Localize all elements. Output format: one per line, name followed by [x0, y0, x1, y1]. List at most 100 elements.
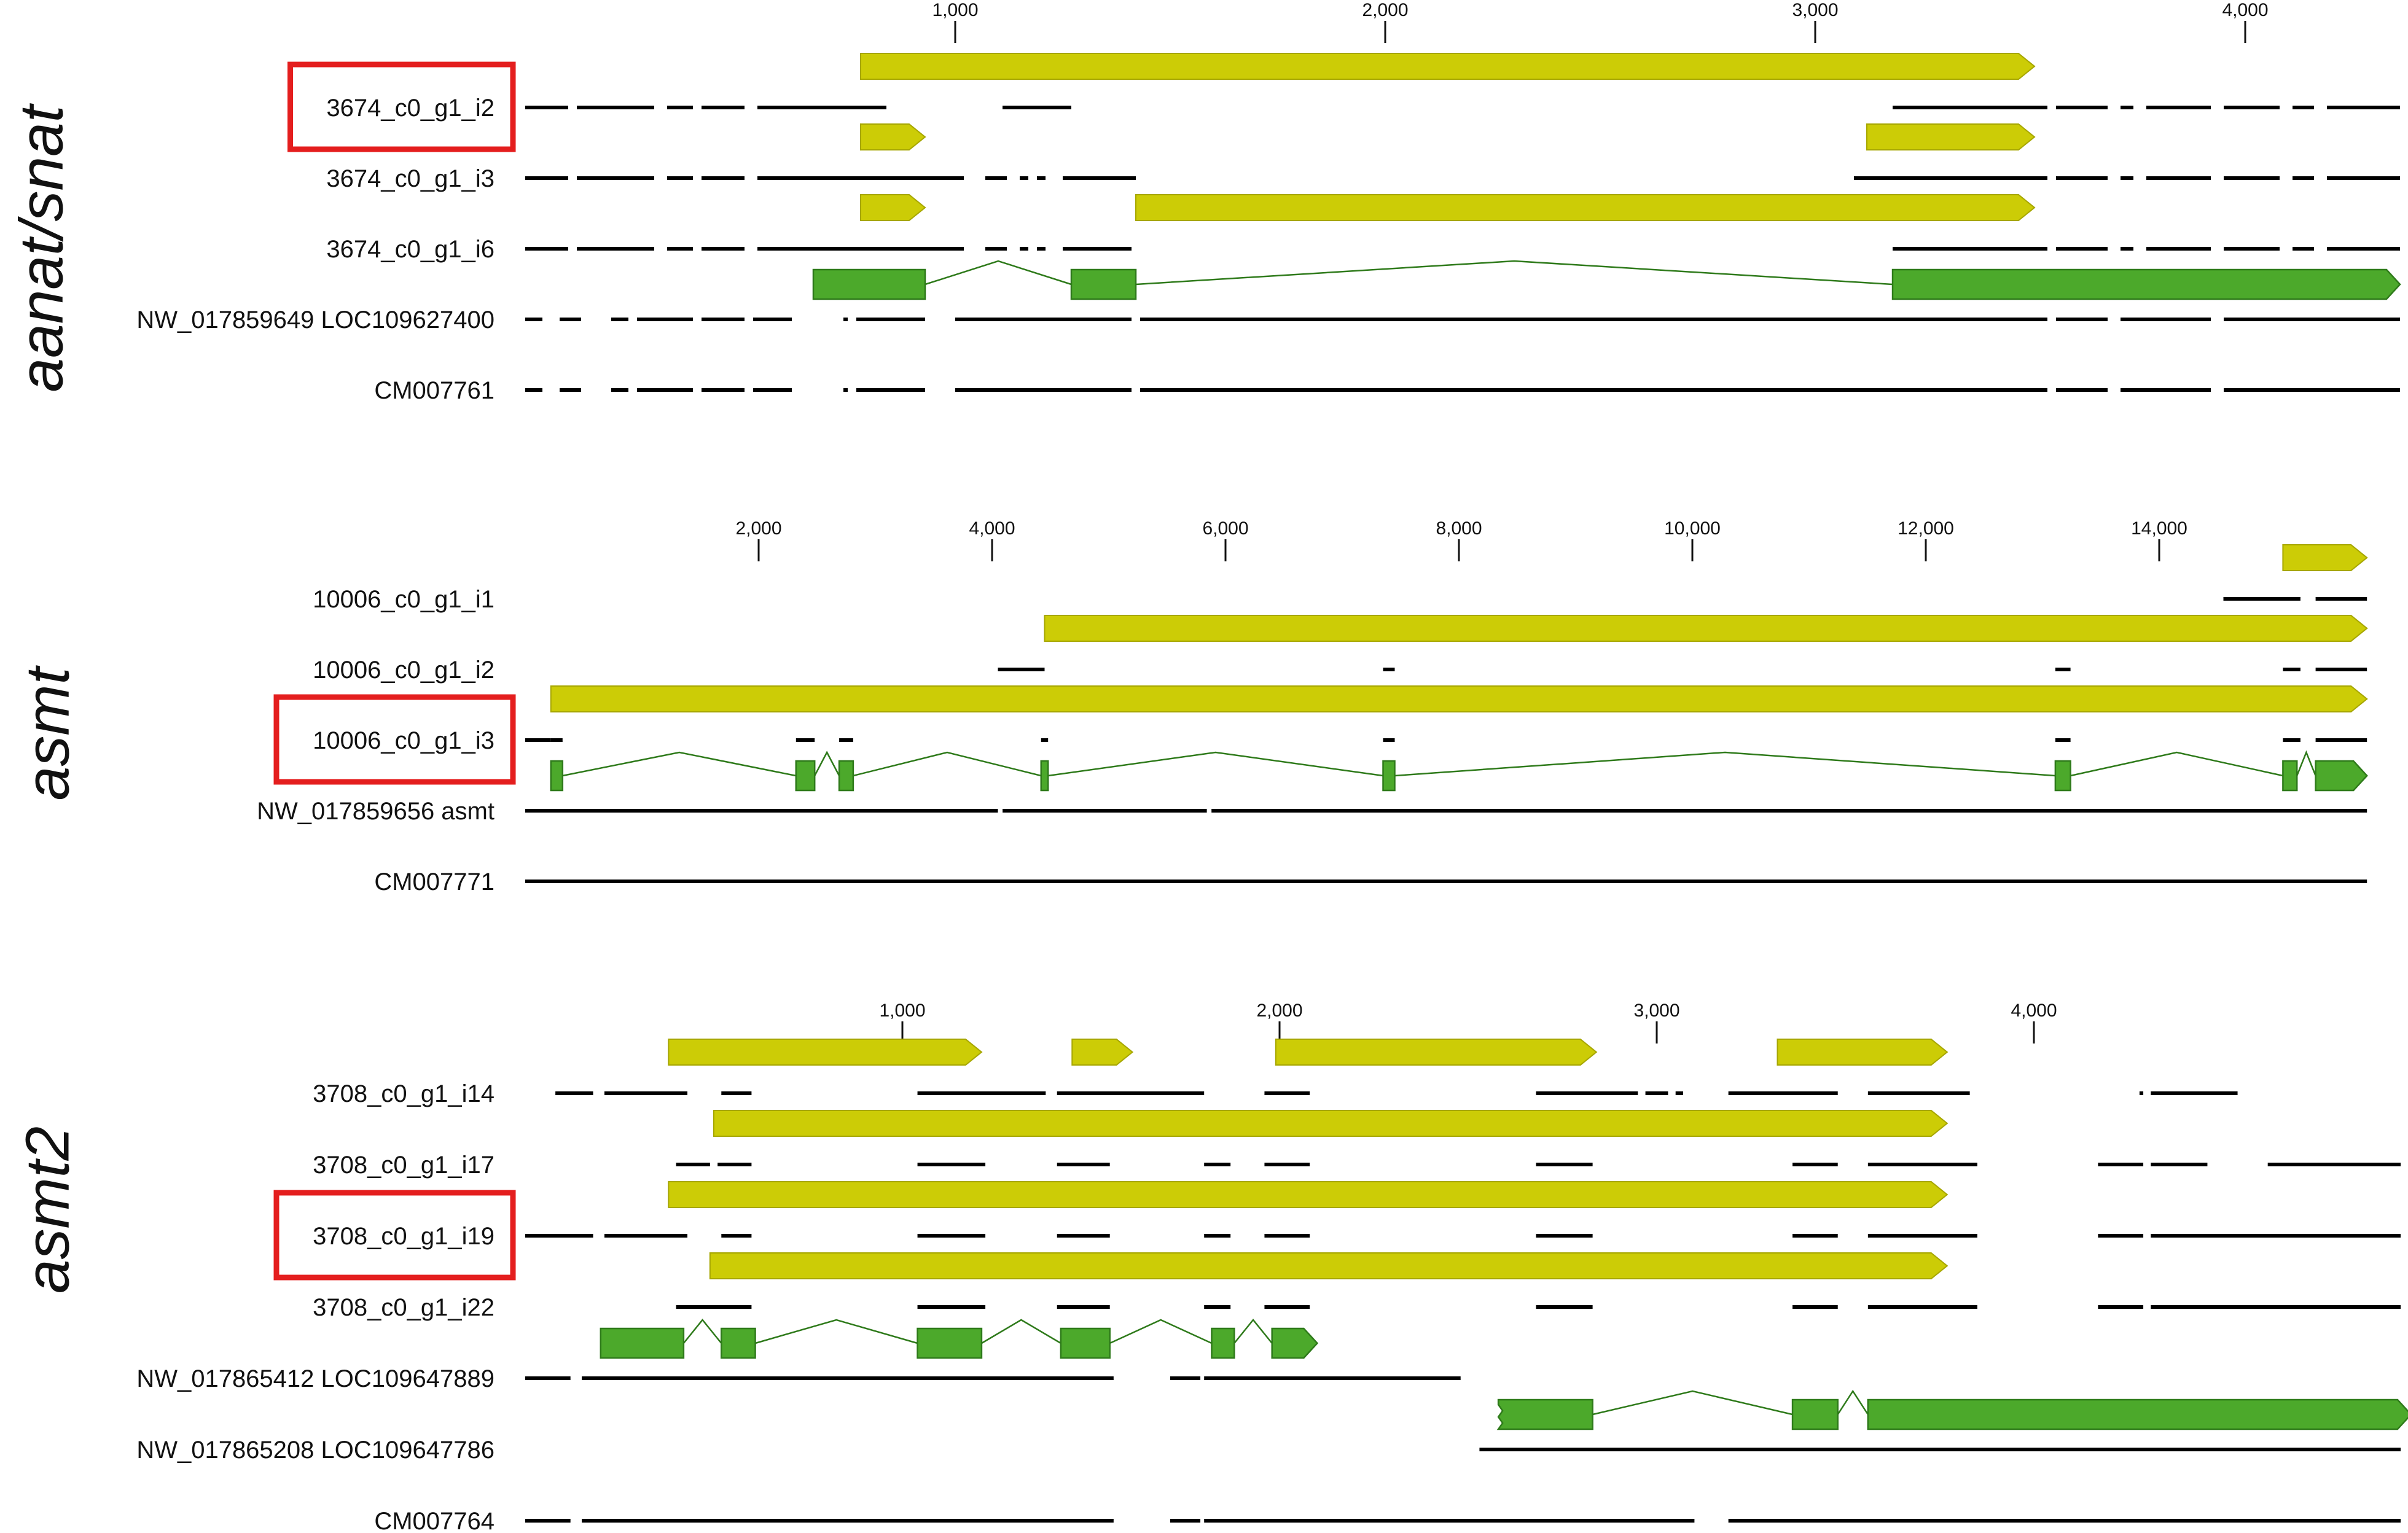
track-CM007761: CM007761 [374, 377, 2400, 404]
exon-block [1211, 1327, 1235, 1359]
track-label: 3708_c0_g1_i14 [313, 1080, 495, 1107]
track-3674_c0_g1_i3: 3674_c0_g1_i3 [326, 123, 2400, 192]
track-label: 3674_c0_g1_i3 [326, 165, 495, 192]
intron-connector [682, 1319, 722, 1344]
exon-block [1791, 1398, 1839, 1430]
exon-block [1060, 1327, 1111, 1359]
scale-tick-label: 4,000 [969, 518, 1015, 539]
track-label: 3708_c0_g1_i19 [313, 1223, 495, 1250]
cds-annotation [2282, 544, 2368, 571]
panel-title: asmt2 [13, 1126, 82, 1293]
scale-ruler: 2,000 4,000 6,000 8,000 10,000 12,000 14,000 [735, 518, 2187, 561]
panel-title: asmt [13, 665, 82, 800]
scale-tick-label: 8,000 [1436, 518, 1482, 539]
cds-annotation [668, 1039, 983, 1066]
exon-block [550, 760, 564, 792]
intron-connector [2296, 750, 2316, 776]
scale-ruler: 1,000 2,000 3,000 4,000 [932, 0, 2269, 43]
track-label: CM007771 [374, 868, 495, 895]
cds-annotation [860, 123, 926, 150]
cds-annotation [1275, 1039, 1598, 1066]
track-label: NW_017865412 LOC109647889 [136, 1365, 495, 1392]
scale-tick-label: 6,000 [1202, 518, 1248, 539]
scale-tick-label: 2,000 [1256, 1001, 1302, 1021]
exon-block [1891, 268, 2401, 300]
scale-tick-label: 14,000 [2131, 518, 2187, 539]
intron-connector [1394, 751, 2055, 777]
track-10006_c0_g1_i3: 10006_c0_g1_i3 [273, 685, 2368, 785]
exon-block [917, 1327, 983, 1359]
exon-block [2054, 760, 2071, 792]
track-label: 3708_c0_g1_i17 [313, 1152, 495, 1179]
exon-block [721, 1327, 756, 1359]
scale-tick-label: 12,000 [1898, 518, 1954, 539]
track-3708_c0_g1_i14: 3708_c0_g1_i14 [313, 1039, 2238, 1107]
exon-block [1496, 1398, 1593, 1430]
track-NW_017865208-LOC109647786: NW_017865208 LOC109647786 [136, 1389, 2408, 1464]
intron-connector [814, 751, 840, 776]
track-CM007771: CM007771 [374, 868, 2367, 895]
cds-annotation [709, 1252, 1949, 1279]
exon-block [795, 760, 816, 792]
track-NW_017859656-asmt: NW_017859656 asmt [257, 750, 2368, 825]
intron-connector [562, 751, 797, 777]
exon-block [2282, 760, 2298, 792]
track-3708_c0_g1_i19: 3708_c0_g1_i19 [273, 1181, 2401, 1281]
track-3674_c0_g1_i6: 3674_c0_g1_i6 [326, 194, 2400, 263]
track-label: NW_017859649 LOC109627400 [136, 306, 495, 334]
exon-block [1382, 760, 1396, 792]
highlight-box [273, 1190, 516, 1281]
track-label: CM007764 [374, 1508, 495, 1533]
cds-annotation [860, 194, 926, 221]
cds-annotation [1777, 1039, 1949, 1066]
scale-tick-label: 2,000 [1362, 0, 1408, 20]
intron-connector [2070, 751, 2283, 777]
panel-asmt2: asmt2 1,000 2,000 3,000 4,000 3708_c0_g1_i14 3… [13, 1001, 2408, 1533]
track-label: 3674_c0_g1_i6 [326, 236, 495, 263]
scale-tick-label: 4,000 [2222, 0, 2268, 20]
cds-annotation [713, 1110, 1949, 1137]
scale-tick-label: 1,000 [932, 0, 978, 20]
scale-tick-label: 4,000 [2011, 1001, 2057, 1021]
cds-annotation [1866, 123, 2036, 150]
intron-connector [1233, 1319, 1273, 1344]
exon-block [812, 268, 926, 300]
cds-annotation [1044, 615, 2368, 642]
intron-connector [1135, 260, 1893, 286]
track-3708_c0_g1_i17: 3708_c0_g1_i17 [313, 1110, 2401, 1179]
track-label: 3674_c0_g1_i2 [326, 95, 495, 122]
track-label: 10006_c0_g1_i2 [313, 657, 495, 684]
scale-tick-label: 10,000 [1664, 518, 1721, 539]
scale-tick-label: 3,000 [1633, 1001, 1679, 1021]
intron-connector [755, 1319, 918, 1344]
panel-aanat-snat: aanat/snat 1,000 2,000 3,000 4,000 3674_c0_g1… [7, 0, 2401, 404]
intron-connector [981, 1319, 1061, 1344]
scale-ruler: 1,000 2,000 3,000 4,000 [879, 1001, 2057, 1043]
track-CM007764: CM007764 [374, 1508, 2401, 1533]
exon-block [1070, 268, 1137, 300]
exon-block [1040, 760, 1049, 792]
intron-connector [853, 751, 1042, 777]
panel-asmt: asmt 2,000 4,000 6,000 8,000 10,000 12,000 14,0… [13, 518, 2368, 895]
intron-connector [1837, 1389, 1869, 1415]
intron-connector [1592, 1390, 1793, 1416]
highlight-box [287, 61, 516, 152]
track-3674_c0_g1_i2: 3674_c0_g1_i2 [287, 53, 2400, 152]
cds-annotation [1135, 194, 2036, 221]
cds-annotation [550, 685, 2368, 712]
scale-tick-label: 2,000 [735, 518, 781, 539]
track-label: NW_017865208 LOC109647786 [136, 1437, 495, 1464]
cds-annotation [668, 1181, 1949, 1208]
track-label: 10006_c0_g1_i3 [313, 727, 495, 754]
track-10006_c0_g1_i2: 10006_c0_g1_i2 [313, 615, 2368, 684]
intron-connector [1048, 751, 1383, 777]
cds-annotation [1071, 1039, 1134, 1066]
panel-title: aanat/snat [7, 103, 76, 392]
track-label: 3708_c0_g1_i22 [313, 1294, 495, 1321]
track-NW_017865412-LOC109647889: NW_017865412 LOC109647889 [136, 1319, 1461, 1392]
track-label: 10006_c0_g1_i1 [313, 586, 495, 613]
track-label: CM007761 [374, 377, 495, 404]
track-label: NW_017859656 asmt [257, 798, 495, 825]
track-10006_c0_g1_i1: 10006_c0_g1_i1 [313, 544, 2368, 613]
